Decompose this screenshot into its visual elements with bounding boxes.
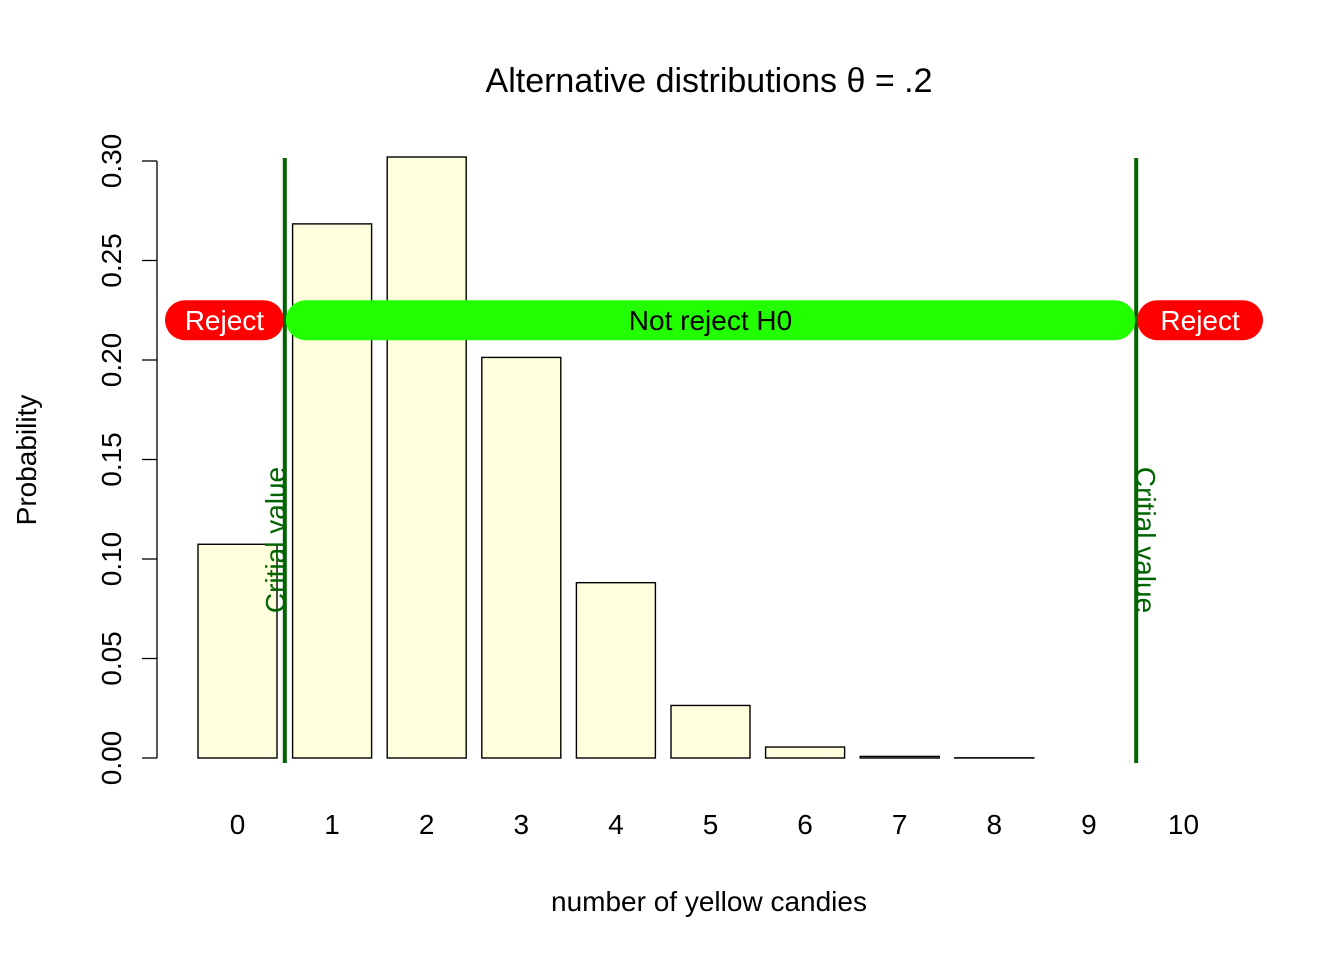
x-tick-label: 10 xyxy=(1168,809,1199,840)
x-axis-tick-labels: 0 1 2 3 4 5 6 7 8 9 10 xyxy=(230,809,1199,840)
y-axis-tick-label: 0.10 xyxy=(96,532,127,587)
x-tick-label: 0 xyxy=(230,809,246,840)
chart-title: Alternative distributions θ = .2 xyxy=(486,62,933,100)
x-tick-label: 7 xyxy=(892,809,908,840)
x-tick-label: 3 xyxy=(514,809,530,840)
bars xyxy=(197,156,1035,759)
x-tick-label: 5 xyxy=(703,809,719,840)
x-axis-label: number of yellow candies xyxy=(551,886,867,917)
bar-6 xyxy=(764,746,846,759)
region-label: Reject xyxy=(185,305,265,336)
region-label: Reject xyxy=(1160,305,1240,336)
y-axis: 0.00 0.05 0.10 0.15 0.20 0.25 0.30 xyxy=(96,134,158,786)
x-tick-label: 4 xyxy=(608,809,624,840)
bar-5 xyxy=(670,704,751,759)
y-axis-tick-label: 0.30 xyxy=(96,134,127,189)
critical-value-label: Critial value xyxy=(260,467,291,613)
y-axis-tick-label: 0.00 xyxy=(96,731,127,786)
y-axis-tick-label: 0.15 xyxy=(96,432,127,487)
critical-value-label: Critial value xyxy=(1130,467,1161,613)
y-axis-tick-label: 0.20 xyxy=(96,333,127,388)
x-tick-label: 2 xyxy=(419,809,435,840)
x-tick-label: 6 xyxy=(797,809,813,840)
region-band xyxy=(1137,300,1263,341)
y-axis-tick-label: 0.05 xyxy=(96,631,127,686)
y-axis-tick-label: 0.25 xyxy=(96,233,127,288)
x-tick-label: 1 xyxy=(324,809,340,840)
x-tick-label: 9 xyxy=(1081,809,1097,840)
bar-4 xyxy=(575,581,657,759)
critical-value-overlays: Critial value Critial value Reject Not reje… xyxy=(165,158,1263,763)
bar-7 xyxy=(859,755,940,759)
region-band xyxy=(165,300,284,341)
region-label: Not reject H0 xyxy=(629,305,792,336)
bar-2 xyxy=(386,156,467,759)
x-tick-label: 8 xyxy=(987,809,1003,840)
bar-0 xyxy=(197,543,278,759)
bar-3 xyxy=(481,356,562,759)
region-band xyxy=(285,300,1136,341)
y-axis-label: Probability xyxy=(11,395,42,526)
